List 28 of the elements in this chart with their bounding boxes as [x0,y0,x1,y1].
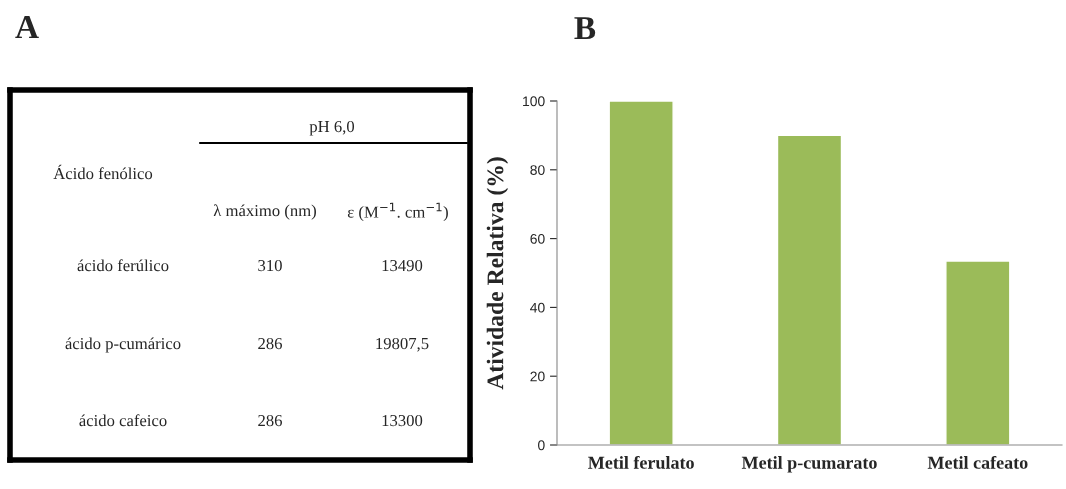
x-tick-label: Metil p-cumarato [741,456,877,473]
text: 286 [258,337,282,350]
text: 13300 [382,414,423,427]
text: A [15,16,39,39]
bar [608,101,674,445]
chart-title: B [574,17,596,40]
text: 19807,5 [376,337,429,352]
y-tick-label: 100 [523,96,545,107]
x-tick-label: Metil cafeato [927,455,1028,469]
bar [945,260,1011,445]
y-tick-label: 60 [530,233,545,244]
y-tick-label: 80 [530,165,545,175]
y-axis-title: Atividade Relativa (%) [486,157,509,390]
text: 310 [258,259,282,272]
y-tick-label: 0 [538,440,545,451]
text: ácido ferúlico [77,259,169,272]
text: pH 6,0 [309,120,355,136]
text: ácido p-cumárico [65,337,181,353]
y-tick-label: 40 [530,302,545,313]
bar [776,134,843,445]
text: 13490 [382,259,423,272]
text: ε (M$^{−1}$. cm$^{−1}$) [347,202,448,222]
text: 286 [258,414,282,427]
x-tick-label: Metil ferulato [588,455,694,469]
text: Ácido fenólico [53,164,153,180]
text: ácido cafeico [79,414,167,427]
y-tick-label: 20 [530,371,545,382]
text: λ máximo (nm) [213,204,316,220]
